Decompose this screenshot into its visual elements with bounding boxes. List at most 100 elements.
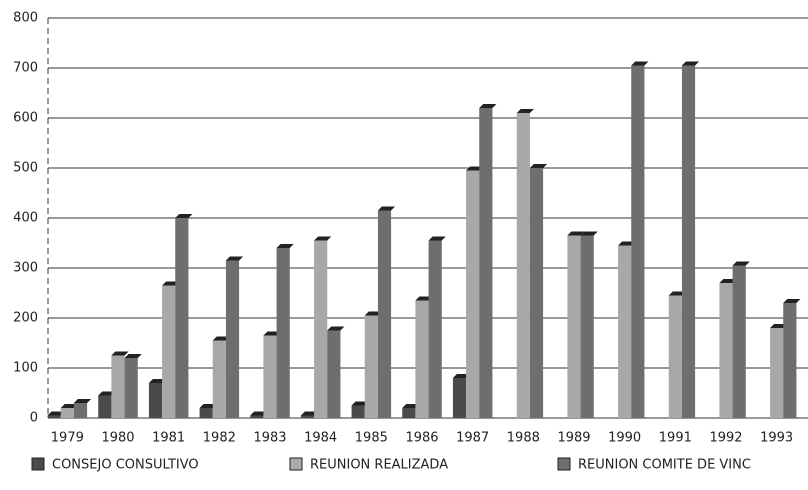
x-tick-label: 1991: [659, 431, 692, 446]
bar-top: [263, 331, 281, 336]
bar: [47, 415, 61, 418]
y-tick-label: 200: [13, 311, 38, 326]
bar: [98, 395, 112, 418]
bar: [783, 303, 797, 418]
bar-top: [618, 241, 636, 246]
bar: [199, 408, 213, 418]
bar: [314, 240, 328, 418]
bar: [300, 415, 315, 418]
bar: [351, 405, 365, 418]
bar-top: [377, 206, 396, 211]
bar-top: [580, 231, 598, 236]
y-tick-label: 0: [30, 411, 38, 426]
bar-top: [668, 291, 686, 296]
bar: [212, 340, 226, 418]
x-tick-label: 1993: [760, 431, 793, 446]
bar: [364, 315, 378, 418]
bar: [263, 335, 277, 418]
bar: [681, 65, 696, 418]
x-tick-label: 1983: [253, 431, 286, 446]
bar-top: [314, 236, 332, 241]
bar-top: [415, 296, 433, 301]
bar-top: [770, 324, 788, 328]
y-tick-label: 700: [13, 61, 38, 76]
bar-top: [98, 391, 116, 396]
bar: [124, 358, 138, 418]
bar: [479, 108, 493, 418]
bar: [567, 235, 581, 418]
bar: [770, 328, 784, 418]
bar: [452, 378, 467, 418]
bar: [175, 218, 189, 418]
y-tick-label: 400: [13, 211, 38, 226]
bar-top: [732, 261, 750, 266]
x-tick-label: 1989: [557, 431, 590, 446]
x-tick-label: 1988: [507, 431, 540, 446]
x-tick-label: 1985: [355, 431, 388, 446]
bar-top: [428, 236, 446, 241]
bar: [428, 240, 442, 418]
bar-top: [479, 104, 497, 108]
bar-top: [47, 411, 65, 416]
y-tick-label: 800: [13, 11, 38, 26]
bar: [162, 285, 176, 418]
bar-top: [719, 279, 737, 283]
legend-swatch: [31, 457, 45, 471]
bar: [618, 245, 632, 418]
bar: [225, 260, 240, 418]
legend-label: CONSEJO CONSULTIVO: [52, 458, 199, 473]
bar: [631, 65, 645, 418]
x-tick-label: 1979: [51, 431, 84, 446]
bar-top: [783, 299, 801, 303]
bar-top: [148, 379, 167, 383]
x-tick-label: 1980: [101, 431, 134, 446]
bar: [529, 168, 544, 418]
bar-top: [212, 336, 230, 341]
bar: [466, 170, 480, 418]
bar: [402, 408, 416, 418]
bar-top: [250, 411, 268, 416]
bar-top: [124, 354, 142, 358]
bar-top: [516, 109, 534, 113]
bar: [111, 355, 125, 418]
bar-top: [466, 166, 484, 171]
x-tick-label: 1990: [608, 431, 641, 446]
y-tick-label: 600: [13, 111, 38, 126]
bar-top: [327, 326, 345, 331]
bar-top: [681, 61, 700, 66]
bar: [250, 415, 264, 418]
bar-top: [111, 351, 129, 356]
legend-label: REUNION REALIZADA: [310, 458, 448, 473]
bar: [73, 403, 88, 418]
y-tick-label: 500: [13, 161, 38, 176]
legend-label: REUNION COMITE DE VINC: [578, 458, 751, 473]
bar-top: [402, 404, 420, 408]
legend-swatch: [557, 457, 571, 471]
bar: [60, 408, 74, 418]
bar-top: [175, 214, 193, 218]
bar-top: [60, 404, 78, 408]
bar-top: [225, 256, 244, 261]
bar: [732, 265, 746, 418]
bar-top: [199, 404, 217, 408]
bar-top: [73, 399, 92, 403]
bar: [719, 283, 733, 418]
bar: [668, 295, 682, 418]
bar: [580, 235, 594, 418]
x-tick-label: 1984: [304, 431, 337, 446]
x-tick-label: 1982: [203, 431, 236, 446]
bar: [516, 113, 530, 418]
x-tick-label: 1986: [405, 431, 438, 446]
bar-top: [162, 281, 180, 286]
y-tick-label: 100: [13, 361, 38, 376]
y-tick-label: 300: [13, 261, 38, 276]
bar-top: [529, 164, 548, 168]
legend-swatch: [289, 457, 303, 471]
bar: [415, 300, 429, 418]
bar-top: [276, 244, 294, 248]
bar-top: [567, 231, 585, 236]
bar-top: [631, 61, 649, 66]
bar-top: [300, 411, 319, 416]
x-tick-label: 1992: [709, 431, 742, 446]
